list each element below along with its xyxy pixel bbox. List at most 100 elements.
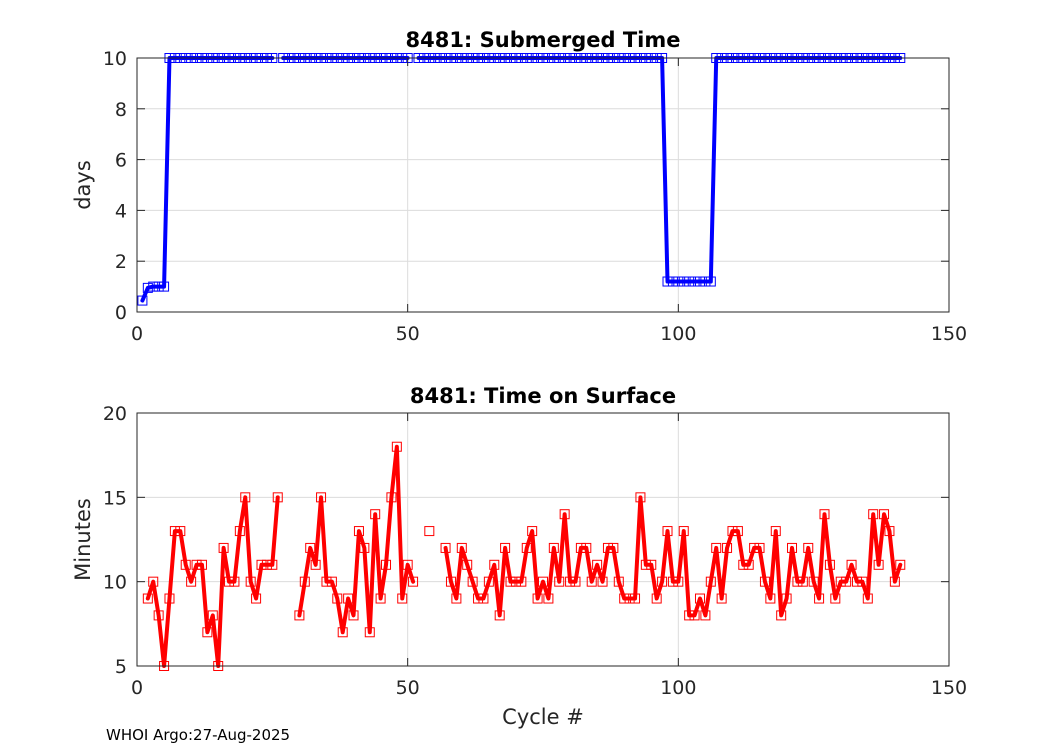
surface-time-data-point — [846, 559, 857, 570]
surface-time-data-point — [467, 576, 478, 587]
submerged-time-data-point — [705, 276, 716, 287]
submerged-time-y-tick-label: 2 — [115, 251, 127, 273]
submerged-time-data-point — [148, 281, 159, 292]
surface-time-data-point — [662, 526, 673, 537]
surface-time-data-point — [521, 542, 532, 553]
surface-time-data-point — [440, 542, 451, 553]
submerged-time-title: 8481: Submerged Time — [405, 28, 680, 52]
surface-time-data-point — [234, 526, 245, 537]
surface-time-data-point — [527, 526, 538, 537]
surface-time-data-point — [445, 576, 456, 587]
surface-time-data-point — [272, 492, 283, 503]
surface-time-data-point — [256, 559, 267, 570]
surface-time-data-point — [792, 576, 803, 587]
surface-time-data-point — [364, 627, 375, 638]
surface-time-data-point — [494, 610, 505, 621]
submerged-time-data-point — [673, 276, 684, 287]
surface-time-data-point — [267, 559, 278, 570]
surface-time-data-point — [175, 526, 186, 537]
submerged-time-chart: 0 50 100 150 0 2 4 6 8 10 8481: Submerged Time da… — [71, 28, 967, 345]
surface-time-data-point — [191, 559, 202, 570]
surface-time-data-point — [738, 559, 749, 570]
surface-time-data-point — [667, 576, 678, 587]
surface-time-data-point — [895, 559, 906, 570]
surface-time-data-point — [229, 576, 240, 587]
surface-time-data-point — [651, 593, 662, 604]
submerged-time-data-point — [684, 276, 695, 287]
surface-time-data-point — [489, 559, 500, 570]
surface-time-data-point — [397, 593, 408, 604]
surface-time-data-point — [797, 576, 808, 587]
surface-time-data-point — [451, 593, 462, 604]
submerged-time-y-tick-label: 8 — [115, 99, 127, 121]
submerged-time-x-tick-label: 0 — [131, 323, 143, 345]
surface-time-data-point — [343, 593, 354, 604]
surface-time-data-point — [554, 576, 565, 587]
submerged-time-data-point — [694, 276, 705, 287]
surface-time-data-point — [381, 559, 392, 570]
surface-time-data-point — [657, 576, 668, 587]
surface-time-data-point — [781, 593, 792, 604]
surface-time-data-point — [321, 576, 332, 587]
surface-time-data-point — [640, 559, 651, 570]
surface-time-data-point — [722, 542, 733, 553]
surface-time-data-point — [142, 593, 153, 604]
submerged-time-axes-frame — [136, 57, 950, 313]
surface-time-title: 8481: Time on Surface — [410, 384, 676, 408]
surface-time-data-point — [559, 509, 570, 520]
surface-time-x-tick-label: 0 — [131, 677, 143, 699]
submerged-time-data-point — [153, 281, 164, 292]
surface-time-x-tick-label: 150 — [931, 677, 967, 699]
submerged-time-y-tick-label: 10 — [103, 48, 127, 70]
surface-time-data-point — [473, 593, 484, 604]
surface-time-data-point — [240, 492, 251, 503]
surface-time-axes-frame — [136, 412, 950, 667]
surface-time-data-point — [353, 526, 364, 537]
submerged-time-y-tick-label: 0 — [115, 302, 127, 324]
surface-time-data-point — [884, 526, 895, 537]
surface-time-y-tick-label: 5 — [115, 656, 127, 678]
surface-time-data-point — [408, 576, 419, 587]
surface-time-data-point — [862, 593, 873, 604]
surface-time-data-point — [770, 526, 781, 537]
surface-time-data-point — [857, 576, 868, 587]
submerged-time-grid — [137, 58, 949, 312]
surface-time-data-point — [868, 509, 879, 520]
surface-time-data-point — [673, 576, 684, 587]
surface-time-y-tick-label: 10 — [103, 572, 127, 594]
surface-time-data-point — [505, 576, 516, 587]
surface-time-data-point — [889, 576, 900, 587]
surface-time-data-point — [565, 576, 576, 587]
submerged-time-data-point — [689, 276, 700, 287]
surface-time-data-point — [689, 610, 700, 621]
surface-time-data-point — [754, 542, 765, 553]
surface-time-y-tick-label: 15 — [103, 487, 127, 509]
submerged-time-y-axis-label: days — [71, 160, 95, 210]
surface-time-data-point — [456, 542, 467, 553]
submerged-time-y-tick-label: 6 — [115, 150, 127, 172]
surface-time-data-point — [613, 576, 624, 587]
submerged-time-data-point — [142, 282, 153, 293]
surface-time-data-point — [196, 559, 207, 570]
surface-time-data-point — [148, 576, 159, 587]
surface-time-data-point — [630, 593, 641, 604]
surface-time-data-point — [879, 509, 890, 520]
surface-time-data-point — [310, 559, 321, 570]
submerged-time-data-point — [667, 276, 678, 287]
surface-time-data-point — [759, 576, 770, 587]
surface-time-data-point — [538, 576, 548, 587]
surface-time-data-point — [678, 526, 689, 537]
surface-time-x-tick-label: 100 — [660, 677, 696, 699]
surface-time-data-point — [581, 542, 592, 553]
surface-time-data-point — [646, 559, 657, 570]
submerged-time-data-point — [678, 276, 689, 287]
surface-time-data-point — [169, 526, 180, 537]
surface-time-data-point — [180, 559, 191, 570]
surface-time-data-point — [391, 441, 402, 452]
surface-time-data-point — [716, 593, 727, 604]
surface-time-data-point — [294, 610, 305, 621]
surface-time-data-point — [207, 610, 218, 621]
surface-time-data-point — [765, 593, 776, 604]
submerged-time-x-tick-label: 50 — [396, 323, 420, 345]
